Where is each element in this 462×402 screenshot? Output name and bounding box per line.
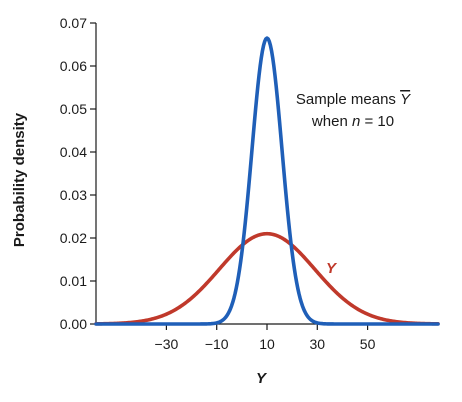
sample-means-annotation-line1: Sample means Y [296, 91, 411, 108]
x-tick-label: 50 [360, 336, 376, 352]
y-tick-label: 0.03 [60, 187, 87, 203]
y-tick-label: 0.02 [60, 230, 87, 246]
y-distribution-curve [96, 234, 438, 324]
x-tick-label: −30 [155, 336, 179, 352]
sample-means-curve [96, 38, 438, 324]
sample-means-n-value: = 10 [360, 113, 394, 130]
sample-means-symbol: Y [400, 91, 411, 108]
y-tick-label: 0.04 [60, 144, 87, 160]
x-axis-label: Y [256, 370, 268, 387]
y-tick-label: 0.00 [60, 316, 87, 332]
y-tick-label: 0.05 [60, 101, 87, 117]
y-tick-label: 0.01 [60, 273, 87, 289]
y-axis-label: Probability density [11, 112, 28, 247]
y-tick-label: 0.06 [60, 58, 87, 74]
y-tick-label: 0.07 [60, 15, 87, 31]
sample-means-prefix: Sample means [296, 91, 400, 108]
x-tick-label: −10 [205, 336, 229, 352]
x-tick-label: 30 [310, 336, 326, 352]
sample-means-n: n [352, 113, 360, 130]
y-curve-label: Y [326, 260, 338, 277]
sample-means-when: when [311, 113, 352, 130]
x-axis: −30 −10 10 30 50 [96, 324, 438, 352]
series-lines [96, 38, 438, 324]
y-axis: 0.00 0.01 0.02 0.03 0.04 0.05 0.06 0.07 [60, 15, 96, 332]
x-tick-label: 10 [259, 336, 275, 352]
sample-means-annotation-line2: when n = 10 [311, 113, 394, 130]
